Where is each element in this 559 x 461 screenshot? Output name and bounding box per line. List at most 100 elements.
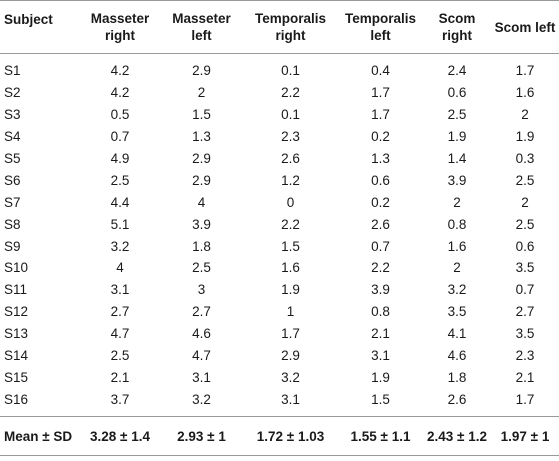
column-header-line1: Temporalis bbox=[254, 11, 327, 26]
value-cell: 2.1 bbox=[371, 326, 390, 342]
value-cell: 1.7 bbox=[281, 326, 300, 342]
value-cell: 0.1 bbox=[281, 107, 300, 123]
value-cell: 0.6 bbox=[515, 238, 535, 254]
value-cell: 2.5 bbox=[192, 260, 211, 276]
value-cell: 1.3 bbox=[192, 129, 211, 145]
table-row: S9 3.2 1.8 1.5 0.7 1.6 0.6 bbox=[0, 235, 559, 257]
value-cell: 2.9 bbox=[192, 63, 211, 79]
subject-cell: S8 bbox=[4, 216, 21, 232]
value-cell: 1.6 bbox=[447, 238, 467, 254]
value-cell: 2.5 bbox=[515, 216, 535, 232]
value-cell: 1.5 bbox=[371, 391, 390, 407]
value-cell: 0.4 bbox=[371, 63, 390, 79]
header-row: Subject Masseter right Masseter left Temporal… bbox=[0, 0, 559, 54]
value-cell: 2.7 bbox=[192, 304, 211, 320]
summary-label: Mean ± SD bbox=[0, 416, 80, 457]
column-header: Scom left bbox=[491, 0, 559, 54]
subject-cell: S3 bbox=[4, 107, 21, 123]
column-header-line2: left bbox=[191, 28, 212, 43]
value-cell: 3.2 bbox=[192, 391, 211, 407]
subject-cell: S16 bbox=[4, 391, 29, 407]
value-cell: 0.7 bbox=[110, 129, 130, 145]
value-cell: 3.9 bbox=[192, 216, 211, 232]
column-header: Scom right bbox=[423, 0, 491, 54]
value-cell: 0.7 bbox=[371, 238, 390, 254]
table-row: S12 2.7 2.7 1 0.8 3.5 2.7 bbox=[0, 301, 559, 323]
column-header-line2: left bbox=[370, 28, 391, 43]
value-cell: 1.9 bbox=[447, 129, 467, 145]
column-header: Masseter left bbox=[160, 0, 243, 54]
table-row: S15 2.1 3.1 3.2 1.9 1.8 2.1 bbox=[0, 366, 559, 388]
subject-cell: S11 bbox=[4, 282, 28, 298]
value-cell: 4 bbox=[197, 194, 206, 210]
value-cell: 4.2 bbox=[110, 63, 130, 79]
value-cell: 2.2 bbox=[281, 216, 300, 232]
value-cell: 4.6 bbox=[192, 326, 211, 342]
value-cell: 4.4 bbox=[110, 194, 130, 210]
value-cell: 2.3 bbox=[515, 348, 535, 364]
value-cell: 2.6 bbox=[281, 151, 300, 166]
summary-value: 1.97 ± 1 bbox=[491, 416, 559, 457]
table-row: S11 3.1 3 1.9 3.9 3.2 0.7 bbox=[0, 279, 559, 301]
table-row: S16 3.7 3.2 3.1 1.5 2.6 1.7 bbox=[0, 388, 559, 416]
value-cell: 1.5 bbox=[281, 238, 300, 254]
value-cell: 0.3 bbox=[515, 151, 535, 166]
column-header-line1: Masseter bbox=[172, 11, 231, 26]
value-cell: 2 bbox=[521, 107, 529, 123]
footer-row: Mean ± SD 3.28 ± 1.4 2.93 ± 1 1.72 ± 1.03 1.… bbox=[0, 416, 559, 457]
value-cell: 2.5 bbox=[447, 107, 467, 123]
table-row: S8 5.1 3.9 2.2 2.6 0.8 2.5 bbox=[0, 213, 559, 235]
value-cell: 2 bbox=[521, 194, 529, 210]
value-cell: 3 bbox=[197, 282, 206, 298]
column-header: Subject bbox=[0, 0, 80, 54]
value-cell: 0.6 bbox=[371, 172, 390, 188]
value-cell: 4 bbox=[116, 260, 124, 276]
value-cell: 4.7 bbox=[110, 326, 130, 342]
value-cell: 1.4 bbox=[447, 151, 467, 166]
value-cell: 4.9 bbox=[110, 151, 130, 166]
value-cell: 2 bbox=[453, 194, 461, 210]
value-cell: 1.7 bbox=[515, 63, 535, 79]
value-cell: 2 bbox=[453, 260, 461, 276]
table-row: S6 2.5 2.9 1.2 0.6 3.9 2.5 bbox=[0, 169, 559, 191]
column-header-line1: Subject bbox=[4, 12, 53, 27]
value-cell: 3.9 bbox=[447, 172, 467, 188]
table-row: S14 2.5 4.7 2.9 3.1 4.6 2.3 bbox=[0, 345, 559, 367]
column-header-line2: right bbox=[105, 28, 135, 43]
column-header: Temporalis right bbox=[243, 0, 338, 54]
summary-value: 1.55 ± 1.1 bbox=[338, 416, 423, 457]
value-cell: 2.6 bbox=[371, 216, 390, 232]
value-cell: 1.6 bbox=[515, 85, 535, 101]
value-cell: 0.1 bbox=[281, 63, 300, 79]
value-cell: 4.2 bbox=[110, 85, 130, 101]
value-cell: 2.5 bbox=[515, 172, 535, 188]
value-cell: 1.7 bbox=[515, 391, 535, 407]
value-cell: 1.9 bbox=[371, 369, 390, 385]
value-cell: 2.5 bbox=[110, 348, 130, 364]
table-body: S1 4.2 2.9 0.1 0.4 2.4 1.7 S2 4.2 2 2.2 1.7 0.6 1.6 S3… bbox=[0, 54, 559, 417]
subject-cell: S6 bbox=[4, 172, 21, 188]
table-row: S1 4.2 2.9 0.1 0.4 2.4 1.7 bbox=[0, 54, 559, 82]
table-row: S13 4.7 4.6 1.7 2.1 4.1 3.5 bbox=[0, 323, 559, 345]
value-cell: 2.4 bbox=[447, 63, 467, 79]
value-cell: 1.5 bbox=[192, 107, 211, 123]
summary-value: 1.72 ± 1.03 bbox=[243, 416, 338, 457]
value-cell: 5.1 bbox=[110, 216, 130, 232]
subject-cell: S1 bbox=[4, 63, 21, 79]
summary-value: 2.43 ± 1.2 bbox=[423, 416, 491, 457]
value-cell: 3.5 bbox=[515, 326, 535, 342]
value-cell: 4.6 bbox=[447, 348, 467, 364]
value-cell: 1.2 bbox=[281, 172, 300, 188]
subject-cell: S9 bbox=[4, 238, 21, 254]
value-cell: 0.2 bbox=[371, 194, 390, 210]
value-cell: 2.1 bbox=[110, 369, 130, 385]
value-cell: 0.7 bbox=[515, 282, 535, 298]
column-header: Temporalis left bbox=[338, 0, 423, 54]
value-cell: 1.7 bbox=[371, 85, 390, 101]
subject-cell: S14 bbox=[4, 348, 29, 364]
subject-cell: S12 bbox=[4, 304, 29, 320]
subject-cell: S5 bbox=[4, 151, 21, 166]
summary-value: 2.93 ± 1 bbox=[160, 416, 243, 457]
table-row: S3 0.5 1.5 0.1 1.7 2.5 2 bbox=[0, 104, 559, 126]
column-header-line1: Scom bbox=[438, 11, 476, 26]
